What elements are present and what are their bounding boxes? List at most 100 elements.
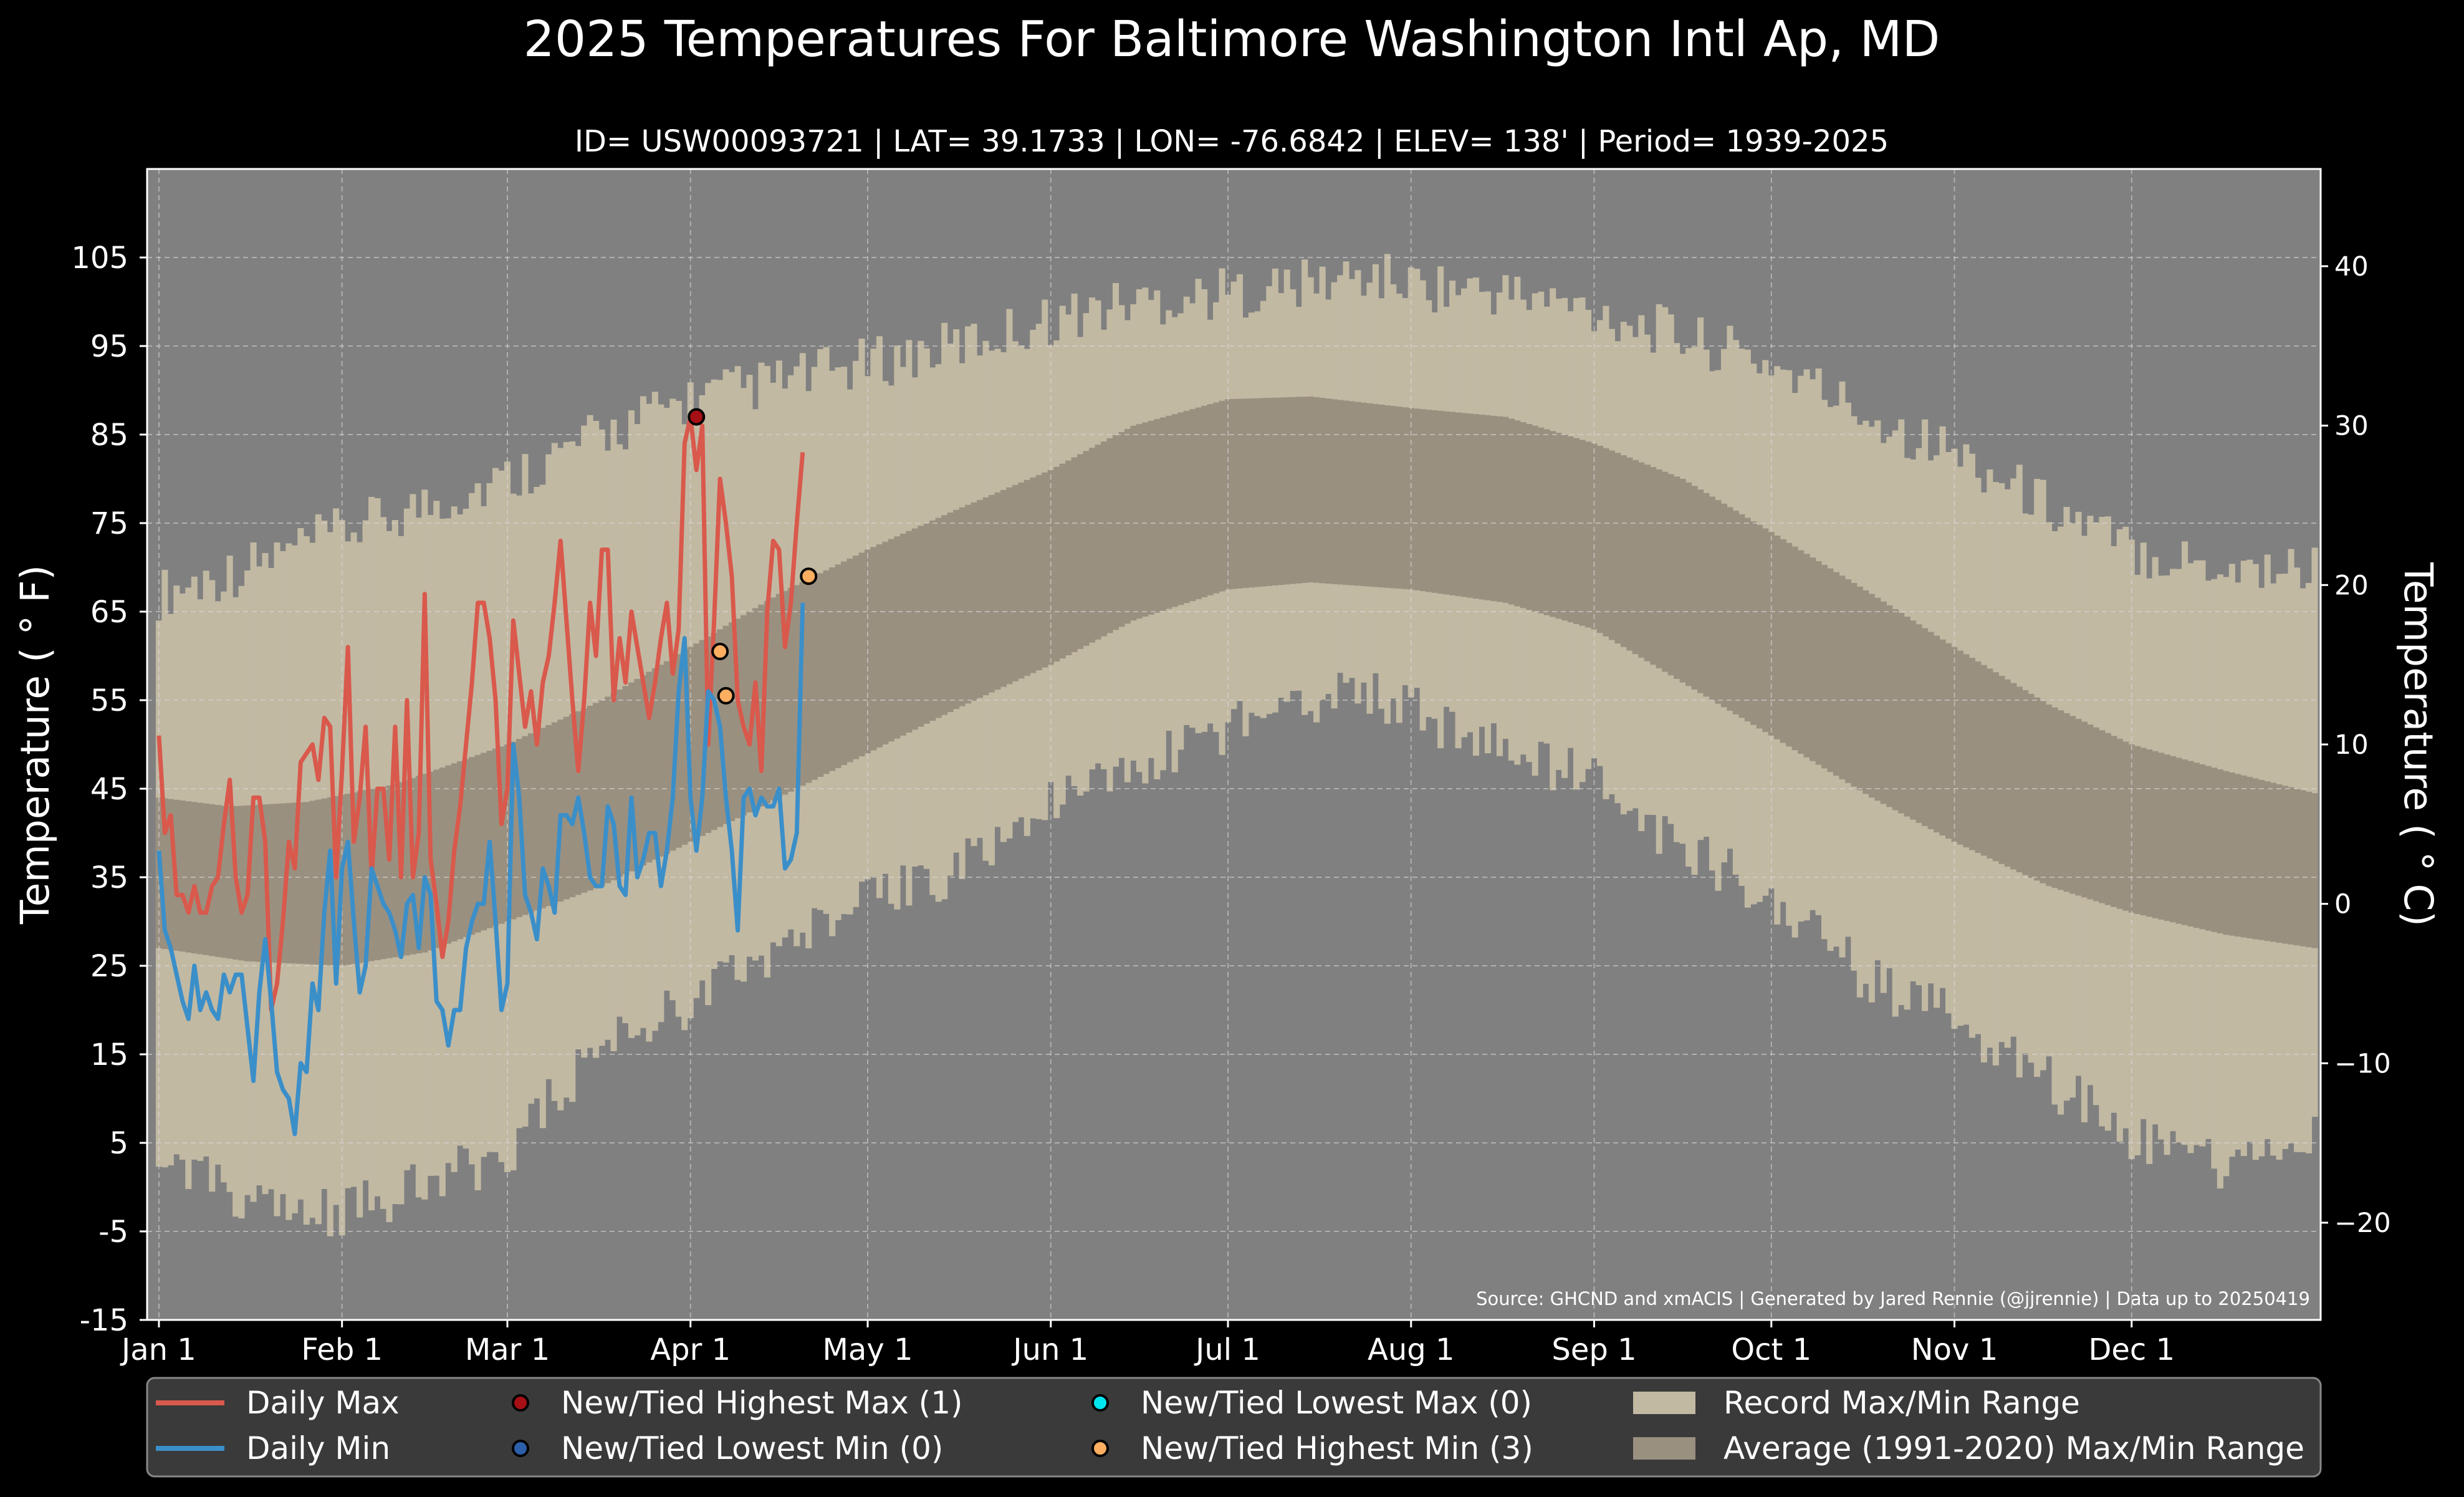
average-range-bar — [787, 588, 794, 792]
average-range-bar — [899, 534, 906, 736]
average-range-bar — [469, 757, 476, 935]
average-range-bar — [646, 671, 653, 863]
average-range-bar — [1484, 415, 1491, 600]
average-range-bar — [2270, 782, 2277, 942]
average-range-bar — [1922, 628, 1929, 826]
average-range-bar — [1945, 643, 1952, 839]
average-range-bar — [770, 597, 777, 801]
average-range-bar — [1915, 624, 1922, 823]
average-range-bar — [291, 802, 298, 964]
average-range-bar — [238, 806, 245, 961]
average-range-bar — [221, 806, 228, 958]
average-range-bar — [1934, 635, 1940, 832]
average-range-bar — [2211, 768, 2218, 932]
average-range-bar — [870, 547, 877, 751]
average-range-bar — [315, 799, 322, 965]
average-range-bar — [1479, 415, 1485, 600]
average-range-bar — [1407, 408, 1414, 590]
average-range-bar — [1343, 400, 1349, 585]
average-range-bar — [793, 585, 800, 789]
average-range-bar — [2022, 690, 2029, 875]
y-tick-label: 105 — [71, 241, 128, 276]
average-range-bar — [1720, 503, 1728, 708]
average-range-bar — [374, 787, 381, 960]
average-range-bar — [882, 541, 889, 744]
average-range-bar — [1201, 405, 1208, 597]
average-range-bar — [1567, 436, 1574, 623]
average-range-bar — [2092, 727, 2099, 902]
average-range-bar — [1780, 539, 1786, 743]
average-range-bar — [1266, 398, 1273, 586]
average-range-bar — [2028, 693, 2035, 878]
average-range-bar — [1461, 413, 1468, 597]
average-range-bar — [256, 804, 263, 962]
x-tick-label: Dec 1 — [2088, 1332, 2175, 1367]
average-range-bar — [2034, 697, 2041, 881]
average-range-bar — [1059, 463, 1066, 659]
average-range-bar — [1195, 407, 1202, 600]
record-point — [711, 642, 729, 660]
average-range-bar — [1159, 417, 1166, 611]
average-range-bar — [1437, 410, 1444, 594]
average-range-bar — [1242, 398, 1249, 589]
x-axis: Jan 1 Feb 1 Mar 1 Apr 1 May 1 Jun 1 Jul 1 Aug 1… — [120, 1320, 2175, 1367]
average-range-bar — [894, 536, 901, 739]
average-range-bar — [1384, 405, 1391, 588]
average-range-bar — [1727, 507, 1733, 711]
average-range-bar — [2306, 791, 2313, 948]
average-range-bar — [1827, 568, 1834, 773]
average-range-bar — [853, 556, 860, 759]
average-range-bar — [333, 796, 340, 966]
average-range-bars — [155, 396, 2318, 966]
average-range-bar — [729, 622, 736, 822]
average-range-bar — [1248, 398, 1255, 588]
average-range-bar — [699, 640, 706, 836]
average-range-bar — [2223, 771, 2230, 935]
average-range-bar — [1810, 557, 1816, 761]
average-range-bar — [2058, 710, 2064, 890]
average-range-bar — [209, 804, 216, 956]
average-range-bar — [1366, 403, 1373, 587]
average-range-bar — [1472, 414, 1480, 599]
legend-swatch — [1091, 1394, 1109, 1412]
average-range-bar — [1561, 435, 1568, 621]
average-range-bar — [971, 502, 977, 701]
average-range-bar — [433, 769, 440, 948]
average-range-bar — [918, 526, 924, 727]
average-range-bar — [1254, 398, 1261, 587]
average-range-bar — [1372, 403, 1379, 587]
average-range-bar — [2016, 686, 2023, 873]
average-range-bar — [858, 552, 865, 756]
average-range-bar — [982, 497, 989, 696]
average-range-bar — [1957, 650, 1964, 845]
average-range-bar — [1118, 431, 1125, 627]
average-range-bar — [2158, 753, 2165, 920]
average-range-bar — [1313, 397, 1320, 583]
average-range-bar — [1898, 613, 1905, 814]
average-range-bar — [1402, 407, 1409, 589]
average-range-bar — [2240, 775, 2247, 938]
average-range-bar — [1166, 415, 1172, 609]
average-range-bar — [1325, 398, 1332, 584]
average-range-bar — [1171, 414, 1178, 607]
average-range-bar — [1112, 435, 1119, 630]
average-range-bar — [203, 803, 209, 955]
average-range-bar — [1892, 609, 1899, 811]
average-range-bar — [965, 504, 972, 704]
average-range-bar — [829, 567, 836, 771]
average-range-bar — [1703, 493, 1710, 697]
legend-label: Daily Max — [246, 1385, 400, 1421]
y-tick-label: 35 — [90, 860, 128, 895]
average-range-bar — [941, 515, 948, 715]
average-range-bar — [1992, 672, 1999, 862]
average-range-bar — [758, 604, 765, 807]
chart-subtitle: ID= USW00093721 | LAT= 39.1733 | LON= -7… — [575, 124, 1889, 159]
y-tick-label-right: 40 — [2334, 251, 2369, 282]
average-range-bar — [1514, 420, 1521, 607]
average-range-bar — [782, 590, 789, 795]
average-range-bar — [179, 800, 186, 952]
average-range-bar — [835, 564, 841, 768]
average-range-bar — [1272, 397, 1278, 586]
average-range-bar — [1975, 661, 1982, 853]
average-range-bar — [681, 650, 688, 845]
